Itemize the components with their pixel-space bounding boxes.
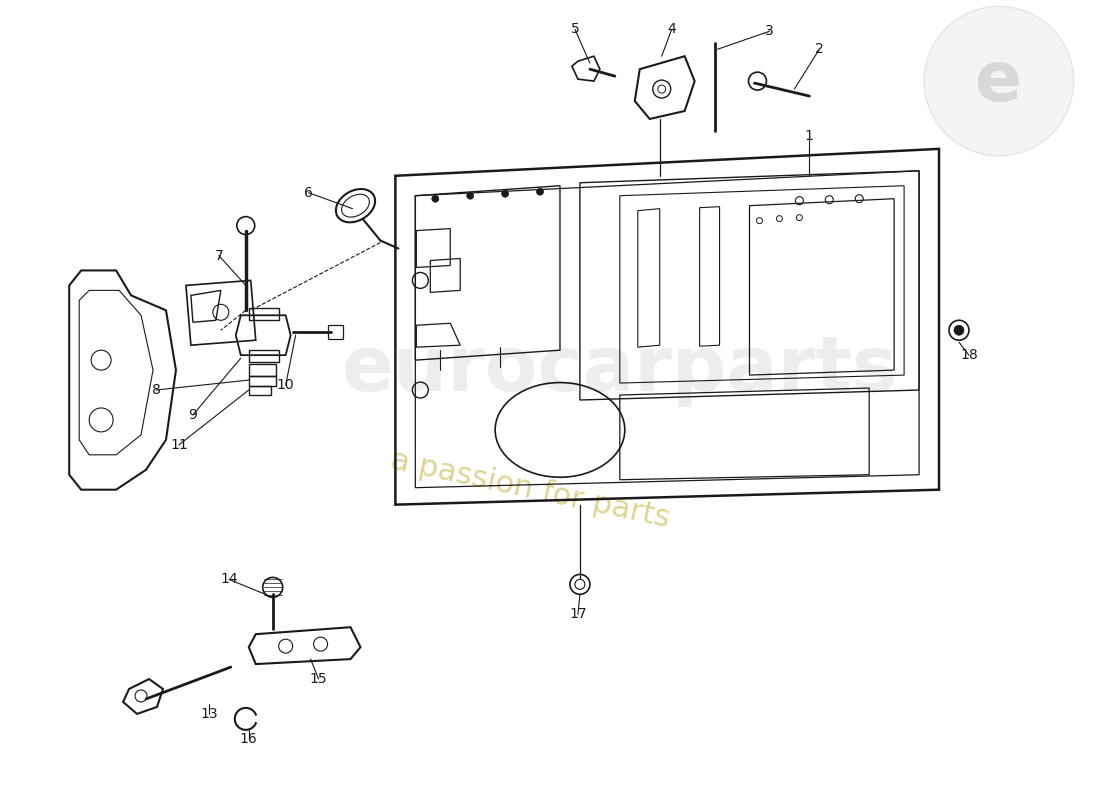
Text: 16: 16 bbox=[240, 732, 257, 746]
Circle shape bbox=[954, 326, 964, 335]
Circle shape bbox=[502, 190, 508, 198]
Text: e: e bbox=[976, 48, 1022, 114]
Text: 3: 3 bbox=[766, 24, 773, 38]
Text: 10: 10 bbox=[277, 378, 295, 392]
Circle shape bbox=[537, 188, 543, 195]
Text: 11: 11 bbox=[170, 438, 188, 452]
Circle shape bbox=[432, 195, 439, 202]
Text: 6: 6 bbox=[305, 186, 314, 200]
Text: 15: 15 bbox=[310, 672, 328, 686]
Text: 1: 1 bbox=[805, 129, 814, 143]
Text: 4: 4 bbox=[668, 22, 676, 36]
Circle shape bbox=[466, 192, 474, 199]
Text: 8: 8 bbox=[152, 383, 161, 397]
Text: 17: 17 bbox=[569, 607, 586, 622]
Text: 9: 9 bbox=[188, 408, 197, 422]
Text: 5: 5 bbox=[571, 22, 580, 36]
Text: 13: 13 bbox=[200, 707, 218, 721]
Text: a passion for parts: a passion for parts bbox=[388, 446, 672, 534]
Text: eurocarparts: eurocarparts bbox=[342, 333, 898, 407]
Text: 2: 2 bbox=[815, 42, 824, 56]
Text: 18: 18 bbox=[960, 348, 978, 362]
Text: 7: 7 bbox=[214, 249, 223, 262]
Text: 14: 14 bbox=[220, 572, 238, 586]
Circle shape bbox=[924, 6, 1074, 156]
